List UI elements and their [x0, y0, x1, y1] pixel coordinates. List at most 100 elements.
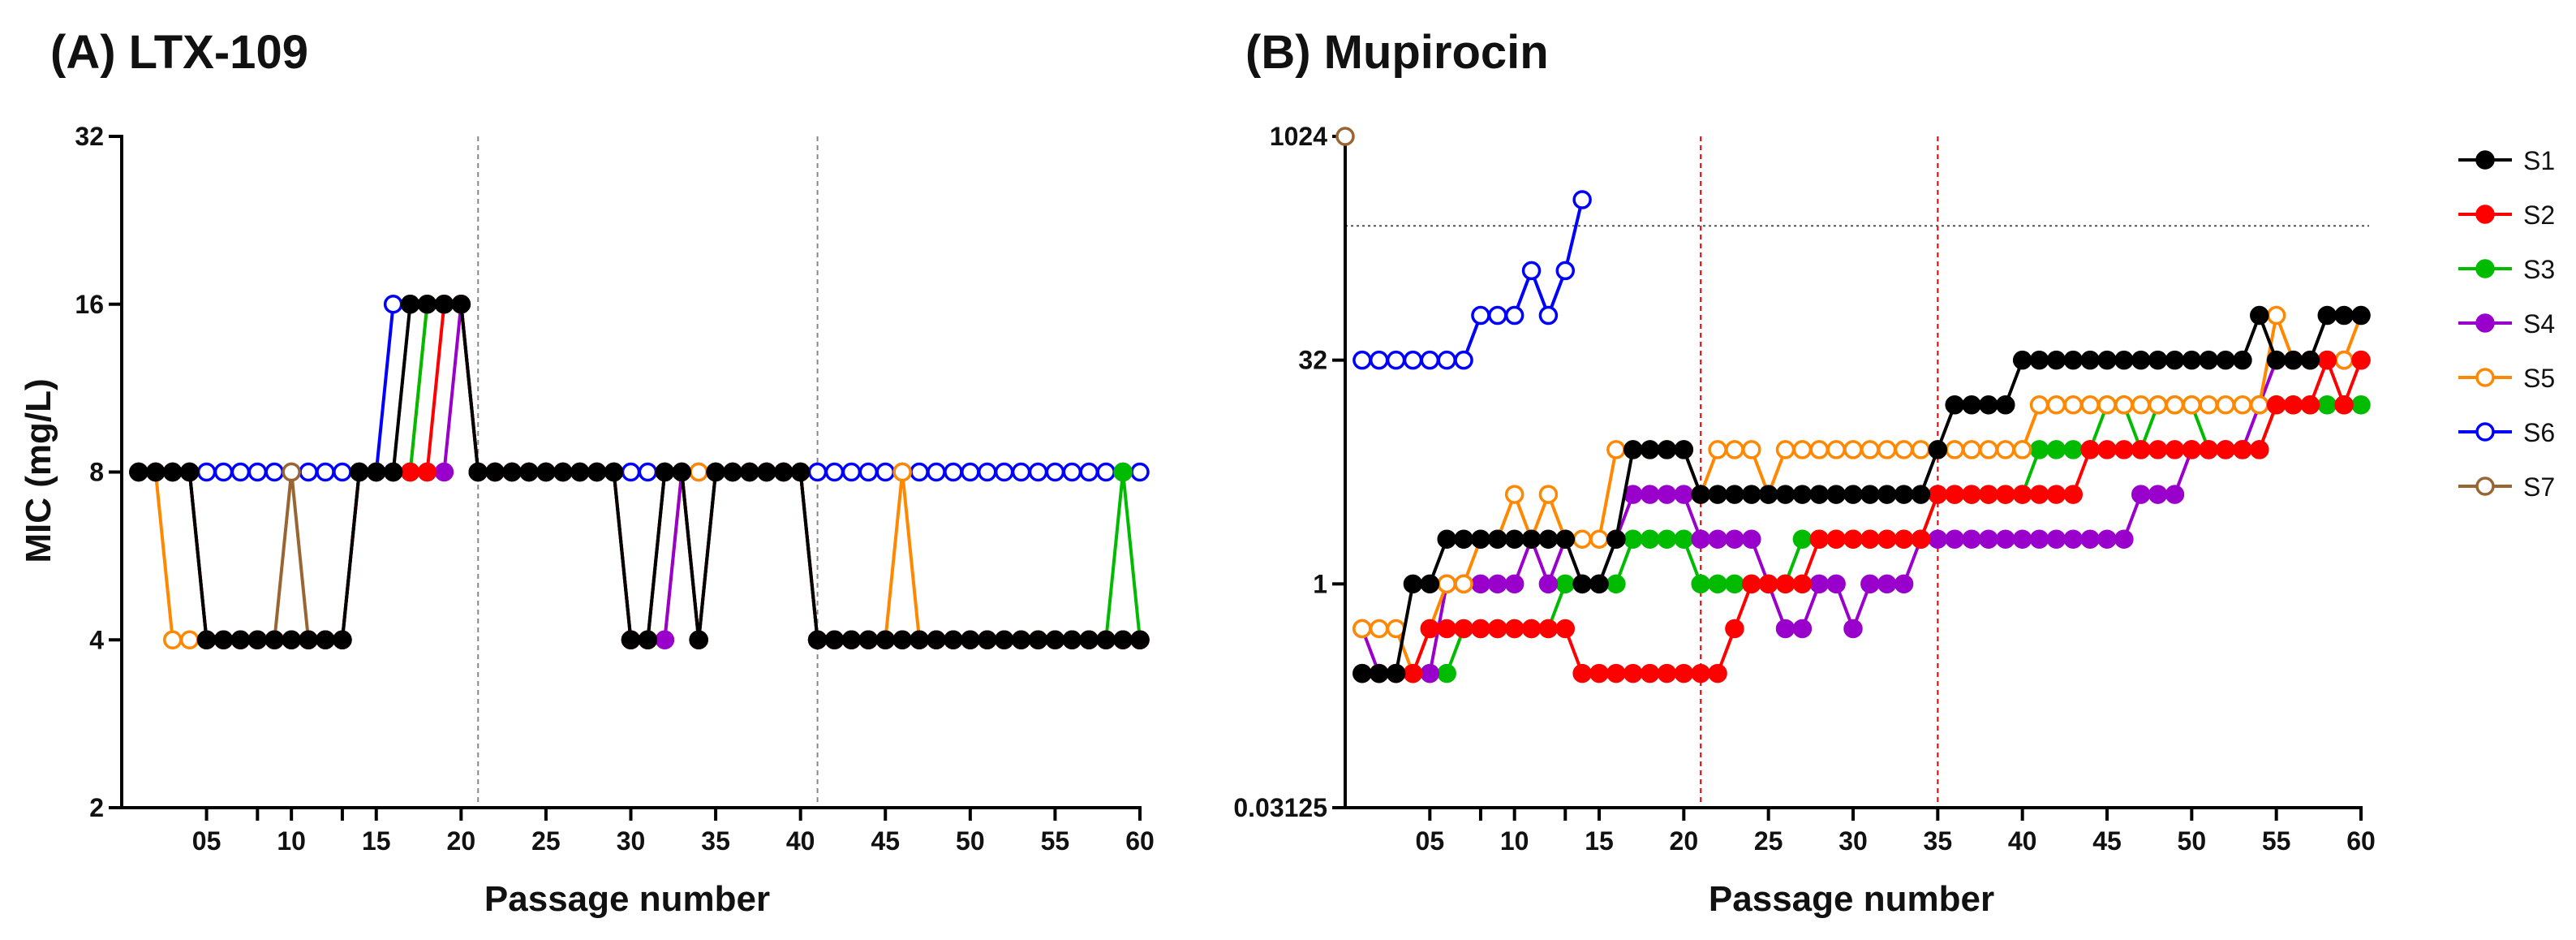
panel-a-point-s1	[621, 630, 641, 649]
panel-b-point-s3	[1640, 529, 1660, 549]
panel-b-point-s1	[1894, 485, 1914, 504]
panel-a-point-s1	[740, 462, 759, 482]
panel-b-point-s6	[1572, 190, 1592, 209]
panel-b-point-s2	[1657, 663, 1677, 683]
panel-b-point-s4	[2114, 529, 2134, 549]
panel-b-point-s4	[1742, 529, 1761, 549]
panel-b-x-tick-label: 15	[1585, 826, 1614, 856]
panel-b-point-s3	[2317, 395, 2337, 415]
panel-b-point-s4	[1623, 485, 1643, 504]
panel-b-point-s1	[1606, 529, 1626, 549]
panel-b-point-s1	[1758, 485, 1778, 504]
panel-b-point-s1	[1792, 485, 1813, 504]
panel-b-point-s4	[1996, 529, 2015, 549]
panel-a-point-s1	[706, 462, 725, 482]
panel-a-point-s1	[723, 462, 742, 482]
panel-b-point-s4	[1640, 485, 1660, 504]
panel-b-point-s2	[1437, 619, 1456, 639]
panel-b-point-s1	[2266, 350, 2286, 370]
panel-b-point-s2	[1708, 663, 1727, 683]
panel-b-point-s1	[1742, 485, 1761, 504]
panel-b-series-s1	[1353, 305, 2371, 683]
panel-b-point-s1	[1657, 440, 1677, 459]
panel-a-point-s1	[196, 630, 217, 649]
panel-b-point-s5	[1437, 574, 1456, 594]
panel-b-point-s4	[1877, 574, 1897, 594]
panel-a: (A) LTX-109 2 4 8 16 32 05 10 15 20 25 30 35 40 45 50 5…	[19, 26, 1155, 919]
panel-a-x-tick-label: 20	[447, 826, 476, 856]
panel-b-point-s2	[2029, 485, 2049, 504]
panel-a-point-s1	[451, 295, 471, 314]
panel-b-point-s1	[1572, 574, 1592, 594]
panel-b-point-s5	[1962, 440, 1981, 459]
legend-swatch-marker	[2475, 150, 2495, 170]
panel-b-point-s1	[2283, 350, 2303, 370]
panel-b-point-s5	[1369, 619, 1389, 639]
panel-b-point-s5	[1996, 440, 2015, 459]
panel-a-point-s1	[604, 462, 624, 482]
panel-b-point-s2	[2233, 440, 2252, 459]
panel-a-x-tick-label: 30	[617, 826, 646, 856]
panel-b-point-s4	[1775, 619, 1795, 639]
panel-b-point-s6	[1353, 350, 1372, 370]
panel-b-x-tick-label: 40	[2008, 826, 2037, 856]
panel-b-point-s5	[2080, 395, 2100, 415]
panel-a-point-s6	[841, 462, 862, 482]
panel-a-point-s1	[230, 630, 251, 649]
panel-b-point-s1	[1962, 395, 1981, 415]
panel-b-y-tick-label: 1024	[1270, 122, 1327, 151]
panel-b-point-s2	[2300, 395, 2320, 415]
legend-item-s3: S3	[2458, 255, 2555, 284]
panel-b-series-s2	[1353, 350, 2371, 683]
panel-a-point-s5	[179, 630, 200, 649]
panel-b-point-s6	[1555, 261, 1576, 281]
panel-b-point-s4	[1691, 529, 1710, 549]
panel-b-point-s2	[1945, 485, 1964, 504]
panel-b-point-s5	[1386, 619, 1406, 639]
panel-b-point-s2	[1640, 663, 1660, 683]
panel-a-point-s1	[807, 630, 828, 649]
panel-b-point-s6	[1437, 350, 1456, 370]
panel-b-point-s5	[1572, 529, 1592, 549]
panel-b-point-s2	[2199, 440, 2218, 459]
panel-a-x-tick-label: 45	[871, 826, 900, 856]
panel-b-point-s1	[2250, 305, 2269, 326]
panel-a-point-s6	[1062, 462, 1082, 482]
panel-b-point-s4	[2148, 485, 2168, 504]
panel-b-y-tick-label: 0.03125	[1233, 793, 1327, 822]
panel-b-point-s3	[2029, 440, 2049, 459]
panel-a-point-s2	[417, 462, 437, 482]
panel-a-point-s1	[146, 462, 166, 482]
panel-b-point-s1	[2046, 350, 2066, 370]
panel-b-point-s2	[2216, 440, 2235, 459]
panel-a-line-s6	[138, 302, 1140, 474]
panel-a-point-s1	[1113, 630, 1133, 649]
panel-b-point-s2	[2266, 395, 2286, 415]
panel-a-point-s1	[655, 462, 675, 482]
panel-b-point-s2	[1674, 663, 1694, 683]
panel-b-point-s5	[1911, 440, 1931, 459]
panel-b-point-s2	[1826, 529, 1846, 549]
legend-label: S1	[2523, 146, 2555, 175]
panel-a-x-tick-label: 10	[277, 826, 306, 856]
panel-b-x-tick-label: 10	[1500, 826, 1529, 856]
panel-a-point-s6	[1011, 462, 1031, 482]
panel-b-point-s6	[1386, 350, 1406, 370]
panel-b-point-s4	[2165, 485, 2185, 504]
panel-a-point-s6	[910, 462, 929, 482]
panel-b-y-tick-label: 1	[1313, 569, 1327, 598]
panel-b-point-s3	[2351, 395, 2371, 415]
panel-a-point-s1	[858, 630, 879, 649]
panel-a-series-s1	[129, 295, 1150, 649]
legend-label: S3	[2523, 255, 2555, 284]
panel-a-point-s6	[383, 295, 403, 314]
panel-b-point-s1	[1826, 485, 1846, 504]
panel-b-point-s2	[1758, 574, 1778, 594]
panel-a-point-s6	[1028, 462, 1048, 482]
panel-a-point-s1	[417, 295, 437, 314]
panel-b-point-s2	[2165, 440, 2185, 459]
panel-b-point-s1	[1454, 529, 1473, 549]
panel-b-point-s6	[1521, 261, 1542, 281]
panel-b-point-s2	[1589, 663, 1609, 683]
panel-b-point-s4	[1708, 529, 1727, 549]
